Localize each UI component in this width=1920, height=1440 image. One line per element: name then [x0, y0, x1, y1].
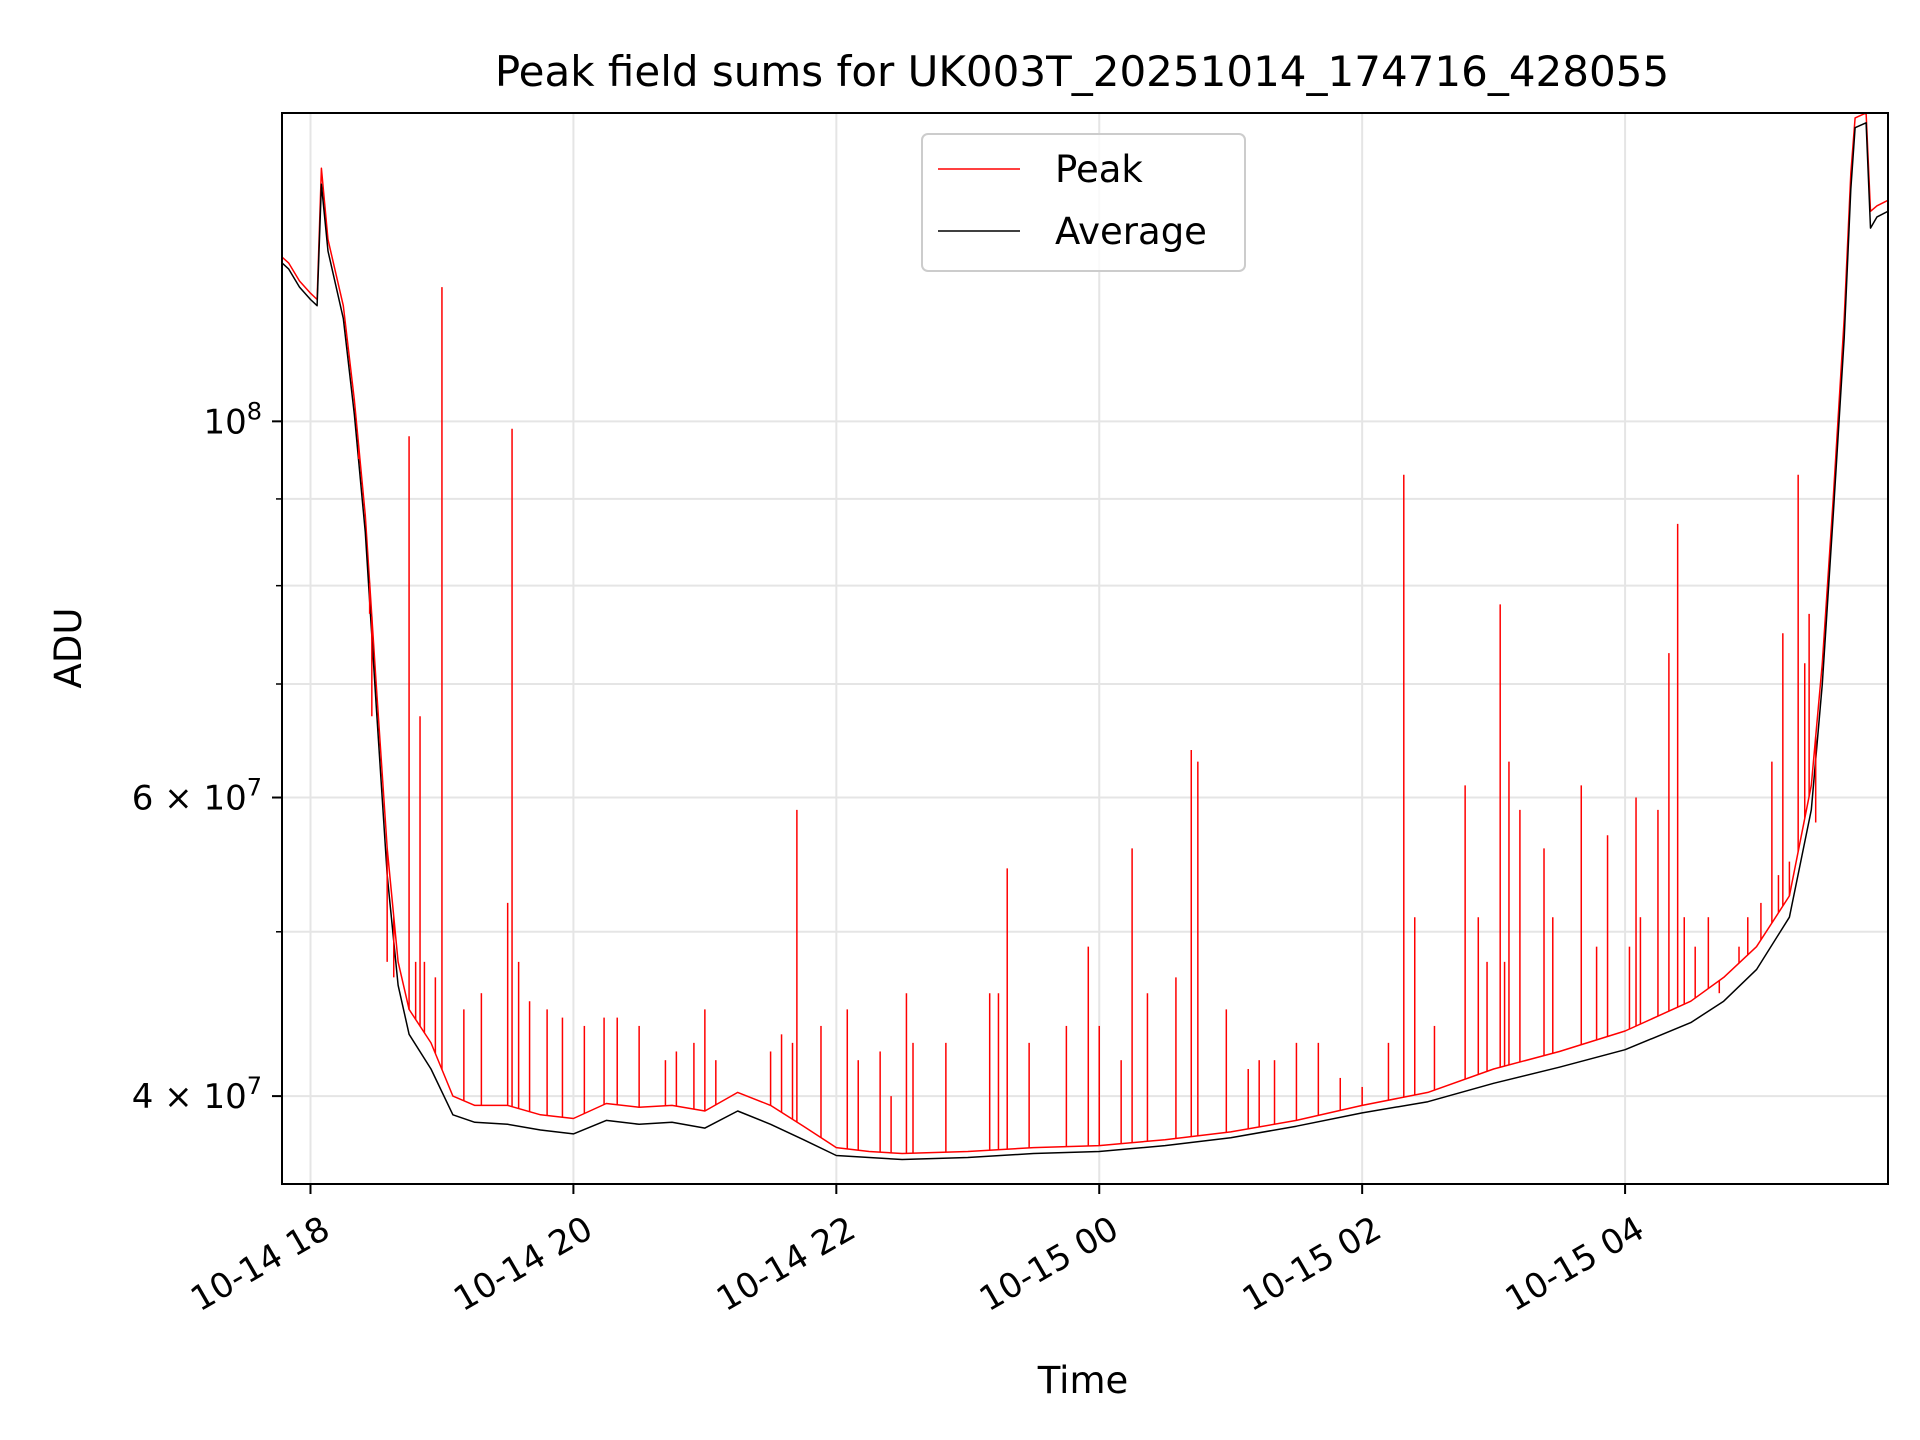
plot-frame	[281, 112, 1889, 1185]
grid	[282, 113, 1888, 1184]
series-line-average	[282, 122, 1888, 1161]
legend-label-peak: Peak	[1055, 148, 1143, 191]
series-line-peak	[282, 113, 1888, 1155]
y-axis-label: ADU	[47, 608, 90, 689]
y-tick-label: 108	[203, 397, 262, 442]
x-axis-label: Time	[1037, 1359, 1129, 1402]
plot-lines	[282, 113, 1888, 1161]
y-axis: 108 6 × 107 4 × 107	[132, 397, 282, 1117]
y-tick-label: 4 × 107	[132, 1072, 262, 1117]
legend-label-average: Average	[1055, 210, 1207, 253]
legend: Peak Average	[921, 133, 1246, 272]
y-tick-label: 6 × 107	[132, 774, 262, 819]
chart-title: Peak field sums for UK003T_20251014_1747…	[495, 47, 1669, 96]
